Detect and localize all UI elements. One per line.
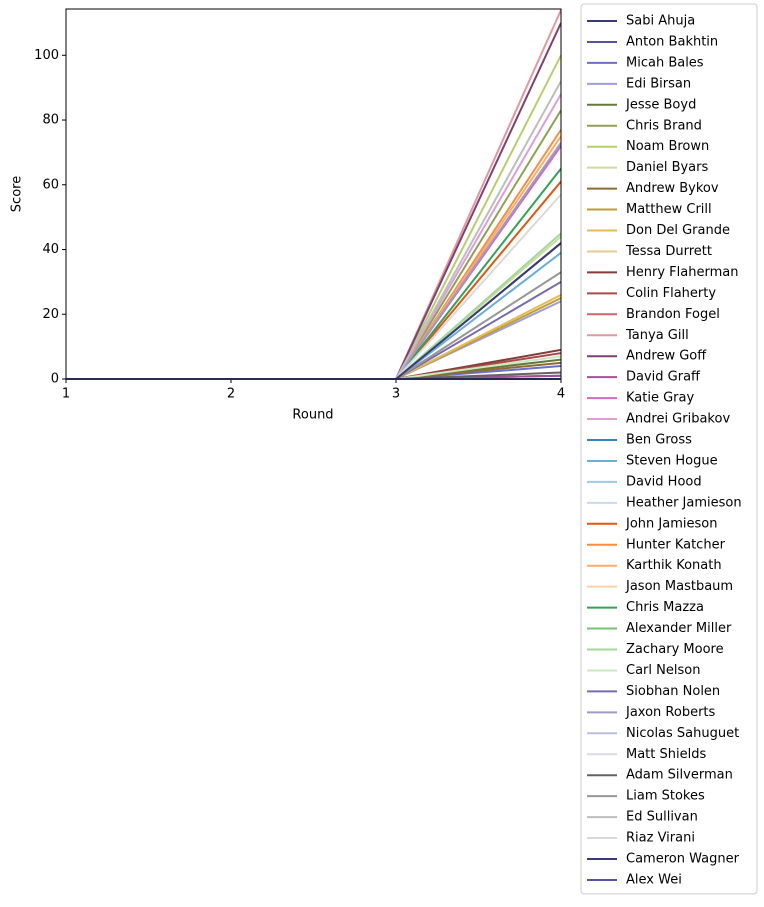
series-line bbox=[66, 129, 561, 380]
y-tick-label: 100 bbox=[34, 48, 59, 63]
plot-lines bbox=[66, 9, 561, 380]
legend-label: Noam Brown bbox=[626, 139, 709, 154]
y-tick-label: 20 bbox=[42, 307, 59, 322]
legend-label: Cameron Wagner bbox=[626, 852, 740, 867]
x-axis-label: Round bbox=[292, 408, 333, 423]
y-axis-label: Score bbox=[10, 176, 25, 212]
legend-label: Don Del Grande bbox=[626, 223, 730, 238]
legend-label: Micah Bales bbox=[626, 55, 704, 70]
legend-label: Andrew Bykov bbox=[626, 181, 719, 196]
x-tick-label: 2 bbox=[227, 387, 235, 402]
legend-label: Zachary Moore bbox=[626, 642, 724, 657]
y-tick-label: 60 bbox=[42, 177, 59, 192]
legend-label: Chris Mazza bbox=[626, 600, 704, 615]
plot-frame bbox=[65, 8, 562, 380]
legend-label: Colin Flaherty bbox=[626, 286, 716, 301]
series-line bbox=[66, 180, 561, 380]
x-tick-label: 4 bbox=[557, 387, 565, 402]
legend-label: Daniel Byars bbox=[626, 160, 708, 175]
legend: Sabi Ahuja Anton Bakhtin Micah Bales Edi Bi… bbox=[580, 3, 758, 895]
legend-label: John Jamieson bbox=[625, 516, 717, 531]
x-tick-label: 1 bbox=[62, 387, 70, 402]
series-line bbox=[66, 235, 561, 380]
legend-label: Katie Gray bbox=[626, 391, 694, 406]
series-line bbox=[66, 232, 561, 380]
legend-label: Ed Sullivan bbox=[626, 810, 698, 825]
legend-label: Heather Jamieson bbox=[626, 495, 742, 510]
legend-label: Steven Hogue bbox=[626, 453, 718, 468]
series-line bbox=[66, 135, 561, 380]
legend-label: Carl Nelson bbox=[626, 663, 700, 678]
legend-label: Karthik Konath bbox=[626, 558, 722, 573]
legend-label: Andrei Gribakov bbox=[626, 412, 730, 427]
legend-label: Matthew Crill bbox=[626, 202, 712, 217]
legend-label: David Graff bbox=[626, 370, 701, 385]
legend-label: Tanya Gill bbox=[625, 328, 689, 343]
series-line bbox=[66, 9, 561, 380]
legend-box bbox=[580, 3, 758, 895]
legend-label: Chris Brand bbox=[626, 118, 702, 133]
legend-label: Andrew Goff bbox=[626, 349, 707, 364]
legend-label: Henry Flaherman bbox=[626, 265, 738, 280]
legend-label: Hunter Katcher bbox=[626, 537, 726, 552]
y-tick-label: 0 bbox=[51, 372, 59, 387]
y-tick-label: 80 bbox=[42, 113, 59, 128]
x-tick-label: 3 bbox=[392, 387, 400, 402]
legend-label: Edi Birsan bbox=[626, 76, 691, 91]
legend-label: Siobhan Nolen bbox=[626, 684, 720, 699]
legend-label: Sabi Ahuja bbox=[626, 14, 695, 29]
legend-label: Jaxon Roberts bbox=[625, 705, 716, 720]
legend-label: Riaz Virani bbox=[626, 831, 695, 846]
legend-label: Anton Bakhtin bbox=[626, 34, 718, 49]
legend-label: Jesse Boyd bbox=[625, 97, 696, 112]
y-tick-label: 40 bbox=[42, 242, 59, 257]
legend-label: Matt Shields bbox=[626, 747, 706, 762]
legend-label: Liam Stokes bbox=[626, 789, 705, 804]
legend-label: Brandon Fogel bbox=[626, 307, 720, 322]
legend-label: Alex Wei bbox=[626, 872, 682, 887]
legend-label: Nicolas Sahuguet bbox=[626, 726, 739, 741]
legend-label: David Hood bbox=[626, 474, 702, 489]
legend-label: Alexander Miller bbox=[626, 621, 732, 636]
legend-label: Jason Mastbaum bbox=[625, 579, 733, 594]
legend-label: Ben Gross bbox=[626, 433, 692, 448]
legend-label: Tessa Durrett bbox=[625, 244, 712, 259]
legend-label: Adam Silverman bbox=[626, 768, 733, 783]
